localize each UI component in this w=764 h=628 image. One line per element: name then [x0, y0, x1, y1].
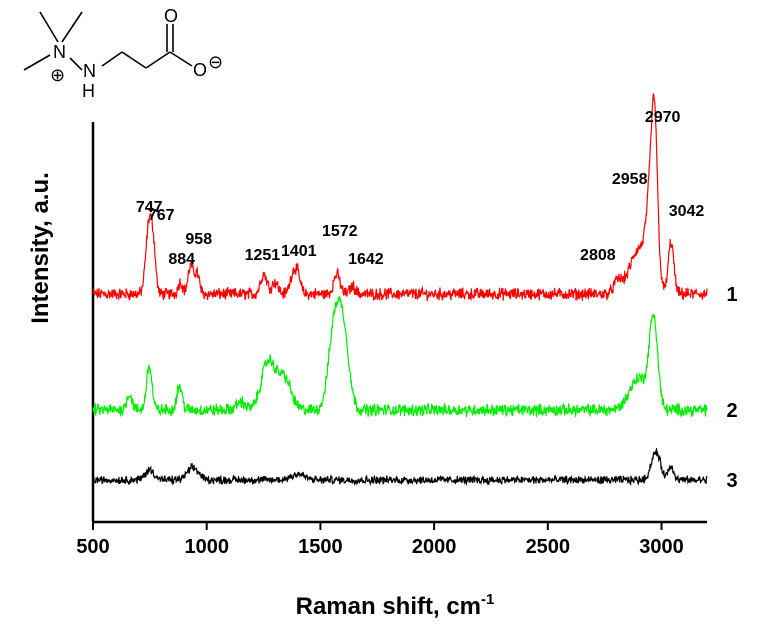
x-axis-title-text: Raman shift, cm: [296, 593, 481, 620]
peak-label-1642: 1642: [348, 251, 384, 268]
x-tick-label: 2500: [526, 536, 571, 558]
peak-label-1251: 1251: [245, 247, 281, 264]
peak-label-767: 767: [148, 207, 175, 224]
peak-label-2970: 2970: [645, 109, 681, 126]
atom-o-minus: O: [193, 60, 207, 80]
x-axis-ticks: 500 1000 1500 2000 2500 3000: [76, 522, 684, 558]
x-tick-label: 3000: [639, 536, 684, 558]
x-tick-label: 2000: [412, 536, 457, 558]
spectra-series: [92, 93, 708, 486]
peak-label-884: 884: [168, 251, 195, 268]
x-tick-label: 1500: [298, 536, 343, 558]
peak-label-3042: 3042: [669, 203, 705, 220]
molecule-structure: N ⊕ N H O O ⊖: [23, 6, 223, 101]
series-line-3: [92, 448, 708, 486]
peak-label-2808: 2808: [580, 247, 616, 264]
peak-label-958: 958: [185, 231, 212, 248]
peak-label-1572: 1572: [322, 223, 358, 240]
series-line-1: [92, 93, 708, 302]
series-labels: 1 2 3: [726, 284, 737, 492]
x-axis-title: Raman shift, cm-1: [296, 591, 495, 620]
series-label-2: 2: [726, 400, 737, 422]
x-axis-title-superscript: -1: [481, 591, 494, 608]
series-label-1: 1: [726, 284, 737, 306]
atom-n-plus: N: [53, 42, 66, 62]
y-axis-title: Intensity, a.u.: [27, 172, 54, 324]
charge-plus: ⊕: [50, 65, 65, 85]
atom-h: H: [82, 81, 95, 101]
peak-label-1401: 1401: [281, 243, 317, 260]
peak-label-2958: 2958: [612, 171, 648, 188]
x-tick-label: 500: [76, 536, 109, 558]
atom-o-top: O: [164, 6, 178, 26]
series-label-3: 3: [726, 470, 737, 492]
atom-n-h: N: [83, 61, 96, 81]
x-tick-label: 1000: [184, 536, 229, 558]
peak-label-747: 747: [136, 199, 163, 216]
charge-minus: ⊖: [208, 52, 223, 72]
series-line-2: [92, 295, 708, 418]
